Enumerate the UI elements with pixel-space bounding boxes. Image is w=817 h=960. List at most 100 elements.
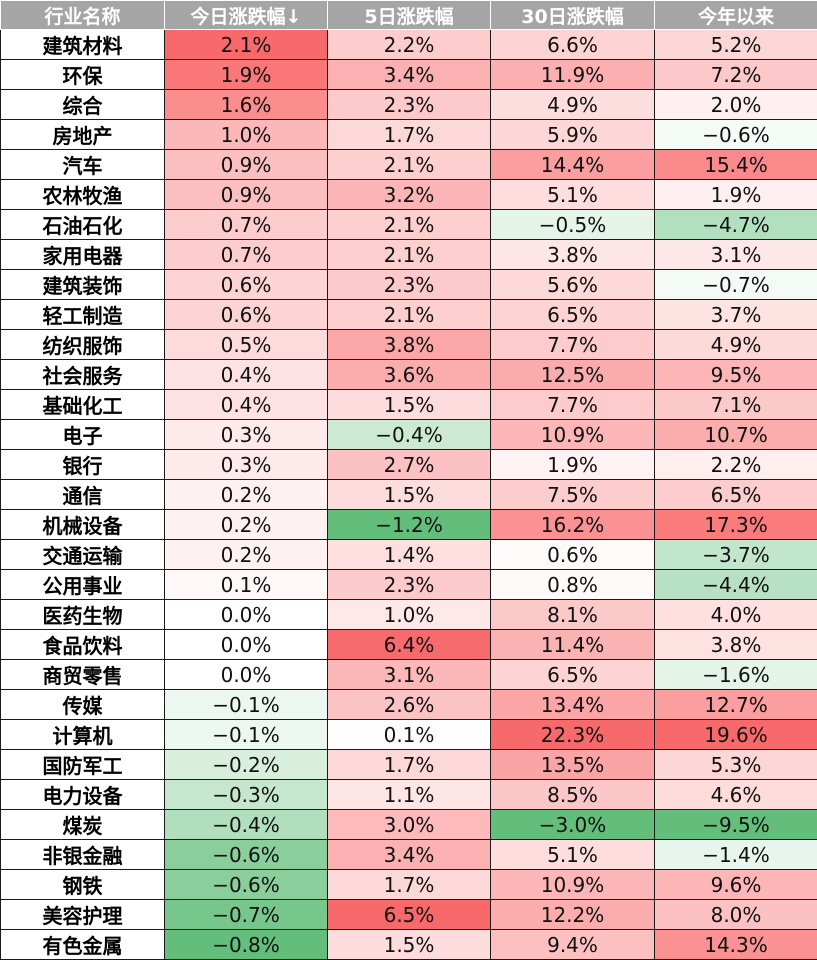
30day-change-cell: 4.9% [491,90,655,120]
industry-name-cell: 非银金融 [1,840,165,870]
today-change-cell: 1.0% [165,120,328,150]
5day-change-cell: 1.1% [328,780,491,810]
header-row: 行业名称 今日涨跌幅↓ 5日涨跌幅 30日涨跌幅 今年以来 [1,1,817,30]
5day-change-cell: 3.8% [328,330,491,360]
table-row: 传媒−0.1%2.6%13.4%12.7% [1,690,817,720]
30day-change-cell: 6.5% [491,660,655,690]
header-30day-change[interactable]: 30日涨跌幅 [491,1,655,30]
today-change-cell: 1.6% [165,90,328,120]
30day-change-cell: 5.1% [491,180,655,210]
today-change-cell: 1.9% [165,60,328,90]
header-5day-change[interactable]: 5日涨跌幅 [328,1,491,30]
30day-change-cell: 8.5% [491,780,655,810]
ytd-change-cell: 7.1% [655,390,817,420]
industry-name-cell: 有色金属 [1,930,165,960]
30day-change-cell: 5.9% [491,120,655,150]
industry-name-cell: 食品饮料 [1,630,165,660]
today-change-cell: 0.0% [165,660,328,690]
industry-name-cell: 通信 [1,480,165,510]
5day-change-cell: 6.4% [328,630,491,660]
today-change-cell: −0.6% [165,870,328,900]
30day-change-cell: 9.4% [491,930,655,960]
today-change-cell: 0.3% [165,450,328,480]
5day-change-cell: 1.7% [328,120,491,150]
today-change-cell: 0.0% [165,630,328,660]
header-ytd-change[interactable]: 今年以来 [655,1,817,30]
5day-change-cell: 3.0% [328,810,491,840]
industry-name-cell: 家用电器 [1,240,165,270]
today-change-cell: 0.2% [165,510,328,540]
ytd-change-cell: 14.3% [655,930,817,960]
header-today-change[interactable]: 今日涨跌幅↓ [165,1,328,30]
ytd-change-cell: −1.4% [655,840,817,870]
industry-name-cell: 国防军工 [1,750,165,780]
ytd-change-cell: 6.5% [655,480,817,510]
industry-name-cell: 银行 [1,450,165,480]
table-row: 有色金属−0.8%1.5%9.4%14.3% [1,930,817,960]
5day-change-cell: 6.5% [328,900,491,930]
industry-name-cell: 环保 [1,60,165,90]
5day-change-cell: 2.1% [328,210,491,240]
ytd-change-cell: 4.0% [655,600,817,630]
ytd-change-cell: 3.7% [655,300,817,330]
today-change-cell: 0.9% [165,150,328,180]
5day-change-cell: 2.3% [328,570,491,600]
30day-change-cell: 1.9% [491,450,655,480]
5day-change-cell: 1.5% [328,930,491,960]
industry-name-cell: 建筑装饰 [1,270,165,300]
ytd-change-cell: 5.2% [655,30,817,60]
ytd-change-cell: 3.8% [655,630,817,660]
30day-change-cell: 0.8% [491,570,655,600]
5day-change-cell: 2.1% [328,300,491,330]
30day-change-cell: 16.2% [491,510,655,540]
industry-name-cell: 综合 [1,90,165,120]
ytd-change-cell: 4.6% [655,780,817,810]
30day-change-cell: 10.9% [491,420,655,450]
ytd-change-cell: 1.9% [655,180,817,210]
ytd-change-cell: 2.0% [655,90,817,120]
30day-change-cell: 13.4% [491,690,655,720]
industry-name-cell: 电力设备 [1,780,165,810]
30day-change-cell: 11.9% [491,60,655,90]
industry-name-cell: 煤炭 [1,810,165,840]
5day-change-cell: 1.7% [328,870,491,900]
30day-change-cell: 8.1% [491,600,655,630]
table-row: 煤炭−0.4%3.0%−3.0%−9.5% [1,810,817,840]
ytd-change-cell: −4.7% [655,210,817,240]
30day-change-cell: 7.7% [491,390,655,420]
industry-name-cell: 公用事业 [1,570,165,600]
today-change-cell: −0.1% [165,690,328,720]
table-row: 计算机−0.1%0.1%22.3%19.6% [1,720,817,750]
industry-name-cell: 轻工制造 [1,300,165,330]
today-change-cell: −0.1% [165,720,328,750]
today-change-cell: −0.8% [165,930,328,960]
ytd-change-cell: 9.6% [655,870,817,900]
today-change-cell: 0.9% [165,180,328,210]
5day-change-cell: −0.4% [328,420,491,450]
table-row: 国防军工−0.2%1.7%13.5%5.3% [1,750,817,780]
ytd-change-cell: 9.5% [655,360,817,390]
5day-change-cell: 1.5% [328,480,491,510]
industry-name-cell: 基础化工 [1,390,165,420]
header-industry-name: 行业名称 [1,1,165,30]
industry-name-cell: 医药生物 [1,600,165,630]
today-change-cell: 0.7% [165,210,328,240]
today-change-cell: 0.6% [165,300,328,330]
today-change-cell: 0.3% [165,420,328,450]
5day-change-cell: 2.1% [328,150,491,180]
today-change-cell: 0.2% [165,480,328,510]
30day-change-cell: −0.5% [491,210,655,240]
industry-name-cell: 社会服务 [1,360,165,390]
